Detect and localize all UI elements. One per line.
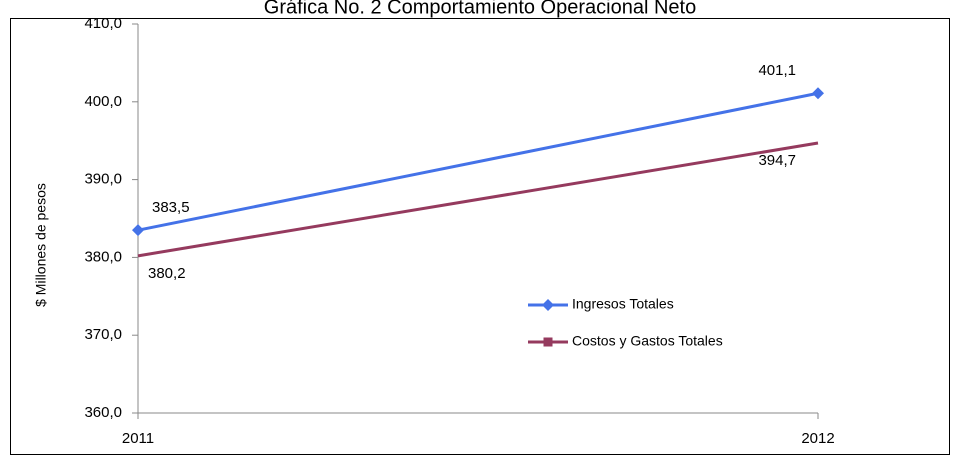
data-label: 383,5: [152, 199, 190, 216]
x-tick-label: 2012: [801, 430, 834, 447]
data-label: 380,2: [148, 265, 186, 282]
chart-title: Gráfica No. 2 Comportamiento Operacional…: [264, 0, 696, 18]
data-label: 394,7: [758, 152, 796, 169]
y-tick-label: 360,0: [84, 404, 122, 421]
y-tick-label: 390,0: [84, 171, 122, 188]
marker: [132, 224, 144, 237]
marker: [812, 87, 824, 100]
marker: [542, 299, 554, 311]
y-tick-label: 410,0: [84, 15, 122, 32]
x-tick-label: 2011: [122, 430, 154, 447]
legend-label: Ingresos Totales: [572, 296, 674, 312]
data-label: 401,1: [758, 62, 796, 79]
y-axis-label: $ Millones de pesos: [33, 183, 49, 307]
series-line: [137, 91, 819, 232]
marker: [543, 337, 553, 347]
legend-label: Costos y Gastos Totales: [572, 333, 723, 349]
y-tick-label: 380,0: [84, 248, 122, 265]
y-tick-label: 370,0: [84, 326, 122, 343]
y-tick-label: 400,0: [84, 93, 122, 110]
series-line: [137, 141, 819, 258]
chart-frame: [10, 18, 950, 455]
